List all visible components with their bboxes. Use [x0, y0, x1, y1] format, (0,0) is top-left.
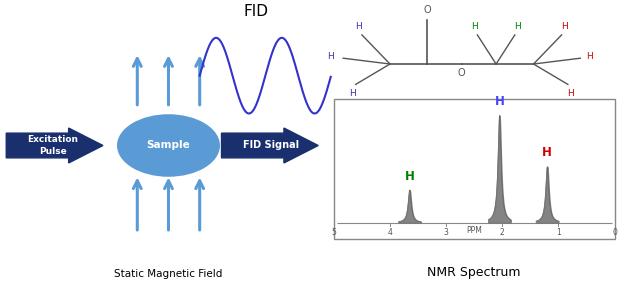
Text: 3: 3: [444, 228, 449, 237]
Text: H: H: [542, 146, 552, 159]
Ellipse shape: [117, 114, 220, 177]
Bar: [334, 99, 615, 239]
Text: 1: 1: [556, 228, 561, 237]
Text: H: H: [405, 170, 414, 183]
FancyArrow shape: [222, 128, 318, 163]
FancyArrow shape: [6, 128, 103, 163]
Text: 2: 2: [500, 228, 505, 237]
Text: FID: FID: [243, 4, 268, 19]
Text: H: H: [562, 22, 568, 31]
Text: H: H: [495, 95, 504, 108]
Text: H: H: [349, 89, 356, 98]
Text: Excitation
Pulse: Excitation Pulse: [27, 135, 79, 156]
Text: H: H: [568, 89, 574, 98]
Text: 4: 4: [388, 228, 392, 237]
Text: H: H: [515, 22, 521, 31]
Text: 0: 0: [612, 228, 617, 237]
Text: Static Magnetic Field: Static Magnetic Field: [114, 269, 223, 278]
Text: H: H: [356, 22, 362, 31]
Text: NMR Spectrum: NMR Spectrum: [427, 266, 521, 278]
Text: PPM: PPM: [466, 226, 482, 235]
Text: H: H: [471, 22, 477, 31]
Text: 5: 5: [331, 228, 336, 237]
Text: O: O: [424, 5, 431, 15]
Text: H: H: [327, 52, 334, 61]
Text: Sample: Sample: [147, 141, 190, 150]
Text: H: H: [587, 52, 593, 61]
Text: O: O: [458, 68, 466, 78]
Text: FID Signal: FID Signal: [243, 141, 300, 150]
